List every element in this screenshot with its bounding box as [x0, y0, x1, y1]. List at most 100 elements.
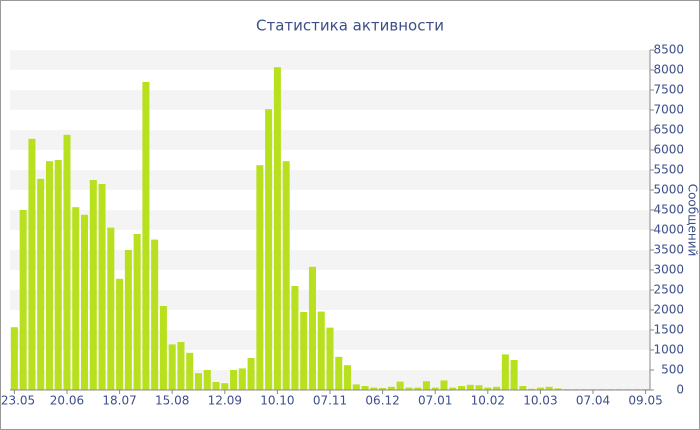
bar: [536, 387, 544, 390]
bar: [396, 381, 404, 390]
bar: [379, 388, 387, 390]
bar: [335, 356, 343, 390]
bar: [133, 234, 141, 390]
bar: [361, 386, 369, 390]
y-tick-label: 3500: [653, 243, 684, 257]
y-tick-label: 2000: [653, 303, 684, 317]
y-tick-label: 4500: [653, 203, 684, 217]
x-tick-label: 10.10: [260, 394, 294, 408]
bar: [554, 388, 562, 390]
x-tick-label: 07.11: [313, 394, 347, 408]
bar: [186, 352, 194, 390]
bar: [282, 161, 290, 390]
bar: [484, 387, 492, 390]
bar: [116, 278, 124, 390]
grid-band: [10, 50, 650, 70]
bar: [370, 387, 378, 390]
bar: [212, 382, 220, 390]
grid-band: [10, 90, 650, 110]
x-tick-label: 10.03: [523, 394, 557, 408]
bar: [81, 214, 89, 390]
y-tick-label: 0: [676, 383, 684, 397]
bar: [19, 210, 27, 390]
bar: [247, 358, 255, 390]
y-tick-label: 3000: [653, 263, 684, 277]
bar: [238, 368, 246, 390]
bar: [493, 386, 501, 390]
x-tick-label: 12.09: [208, 394, 242, 408]
y-tick-label: 500: [661, 363, 684, 377]
bar: [107, 227, 115, 390]
bar: [344, 365, 352, 390]
x-tick-label: 18.07: [102, 394, 136, 408]
bar: [510, 360, 518, 390]
bar: [177, 342, 185, 390]
x-tick-label: 07.04: [576, 394, 610, 408]
bar: [458, 386, 466, 390]
y-tick-label: 7500: [653, 83, 684, 97]
bar: [440, 380, 448, 390]
bar: [273, 67, 281, 390]
bar: [265, 109, 273, 390]
bar: [431, 387, 439, 390]
bar: [308, 266, 316, 390]
bar: [203, 370, 211, 390]
bar: [142, 82, 150, 390]
x-tick-label: 07.01: [418, 394, 452, 408]
bar: [317, 311, 325, 390]
bar: [124, 250, 132, 390]
y-tick-label: 8500: [653, 43, 684, 57]
x-tick-label: 09.05: [628, 394, 662, 408]
bar: [72, 207, 80, 390]
bar: [45, 161, 53, 390]
y-tick-label: 4000: [653, 223, 684, 237]
bar: [422, 381, 430, 390]
bar: [168, 344, 176, 390]
y-tick-label: 7000: [653, 103, 684, 117]
bar: [352, 384, 360, 390]
bar: [300, 312, 308, 390]
y-tick-label: 2500: [653, 283, 684, 297]
grid-band: [10, 130, 650, 150]
bar: [230, 370, 238, 390]
x-tick-label: 10.02: [471, 394, 505, 408]
x-tick-label: 06.12: [365, 394, 399, 408]
bar: [194, 373, 202, 390]
bar: [466, 384, 474, 390]
bar: [98, 184, 106, 390]
bar: [545, 386, 553, 390]
x-tick-label: 23.05: [1, 394, 35, 408]
bar: [414, 387, 422, 390]
bar: [256, 165, 264, 390]
grid-band: [10, 250, 650, 270]
bar: [405, 387, 413, 390]
grid-band: [10, 290, 650, 310]
y-tick-label: 1000: [653, 343, 684, 357]
y-axis-label: Сообщений: [686, 184, 700, 257]
bar: [54, 160, 62, 390]
bar: [10, 327, 18, 390]
chart-title: Статистика активности: [256, 17, 444, 35]
x-tick-label: 15.08: [155, 394, 189, 408]
bar: [475, 385, 483, 390]
bar: [449, 387, 457, 390]
y-tick-label: 6000: [653, 143, 684, 157]
bar: [28, 138, 36, 390]
bar: [387, 386, 395, 390]
y-tick-label: 5000: [653, 183, 684, 197]
bar: [89, 180, 97, 390]
grid-band: [10, 210, 650, 230]
bar: [159, 306, 167, 390]
y-tick-label: 1500: [653, 323, 684, 337]
y-tick-label: 6500: [653, 123, 684, 137]
bar: [528, 388, 536, 390]
bar: [519, 386, 527, 390]
bar: [63, 134, 71, 390]
x-tick-label: 20.06: [50, 394, 84, 408]
bar: [291, 286, 299, 390]
bar: [37, 178, 45, 390]
bar: [326, 327, 334, 390]
bar: [151, 239, 159, 390]
bar: [501, 354, 509, 390]
